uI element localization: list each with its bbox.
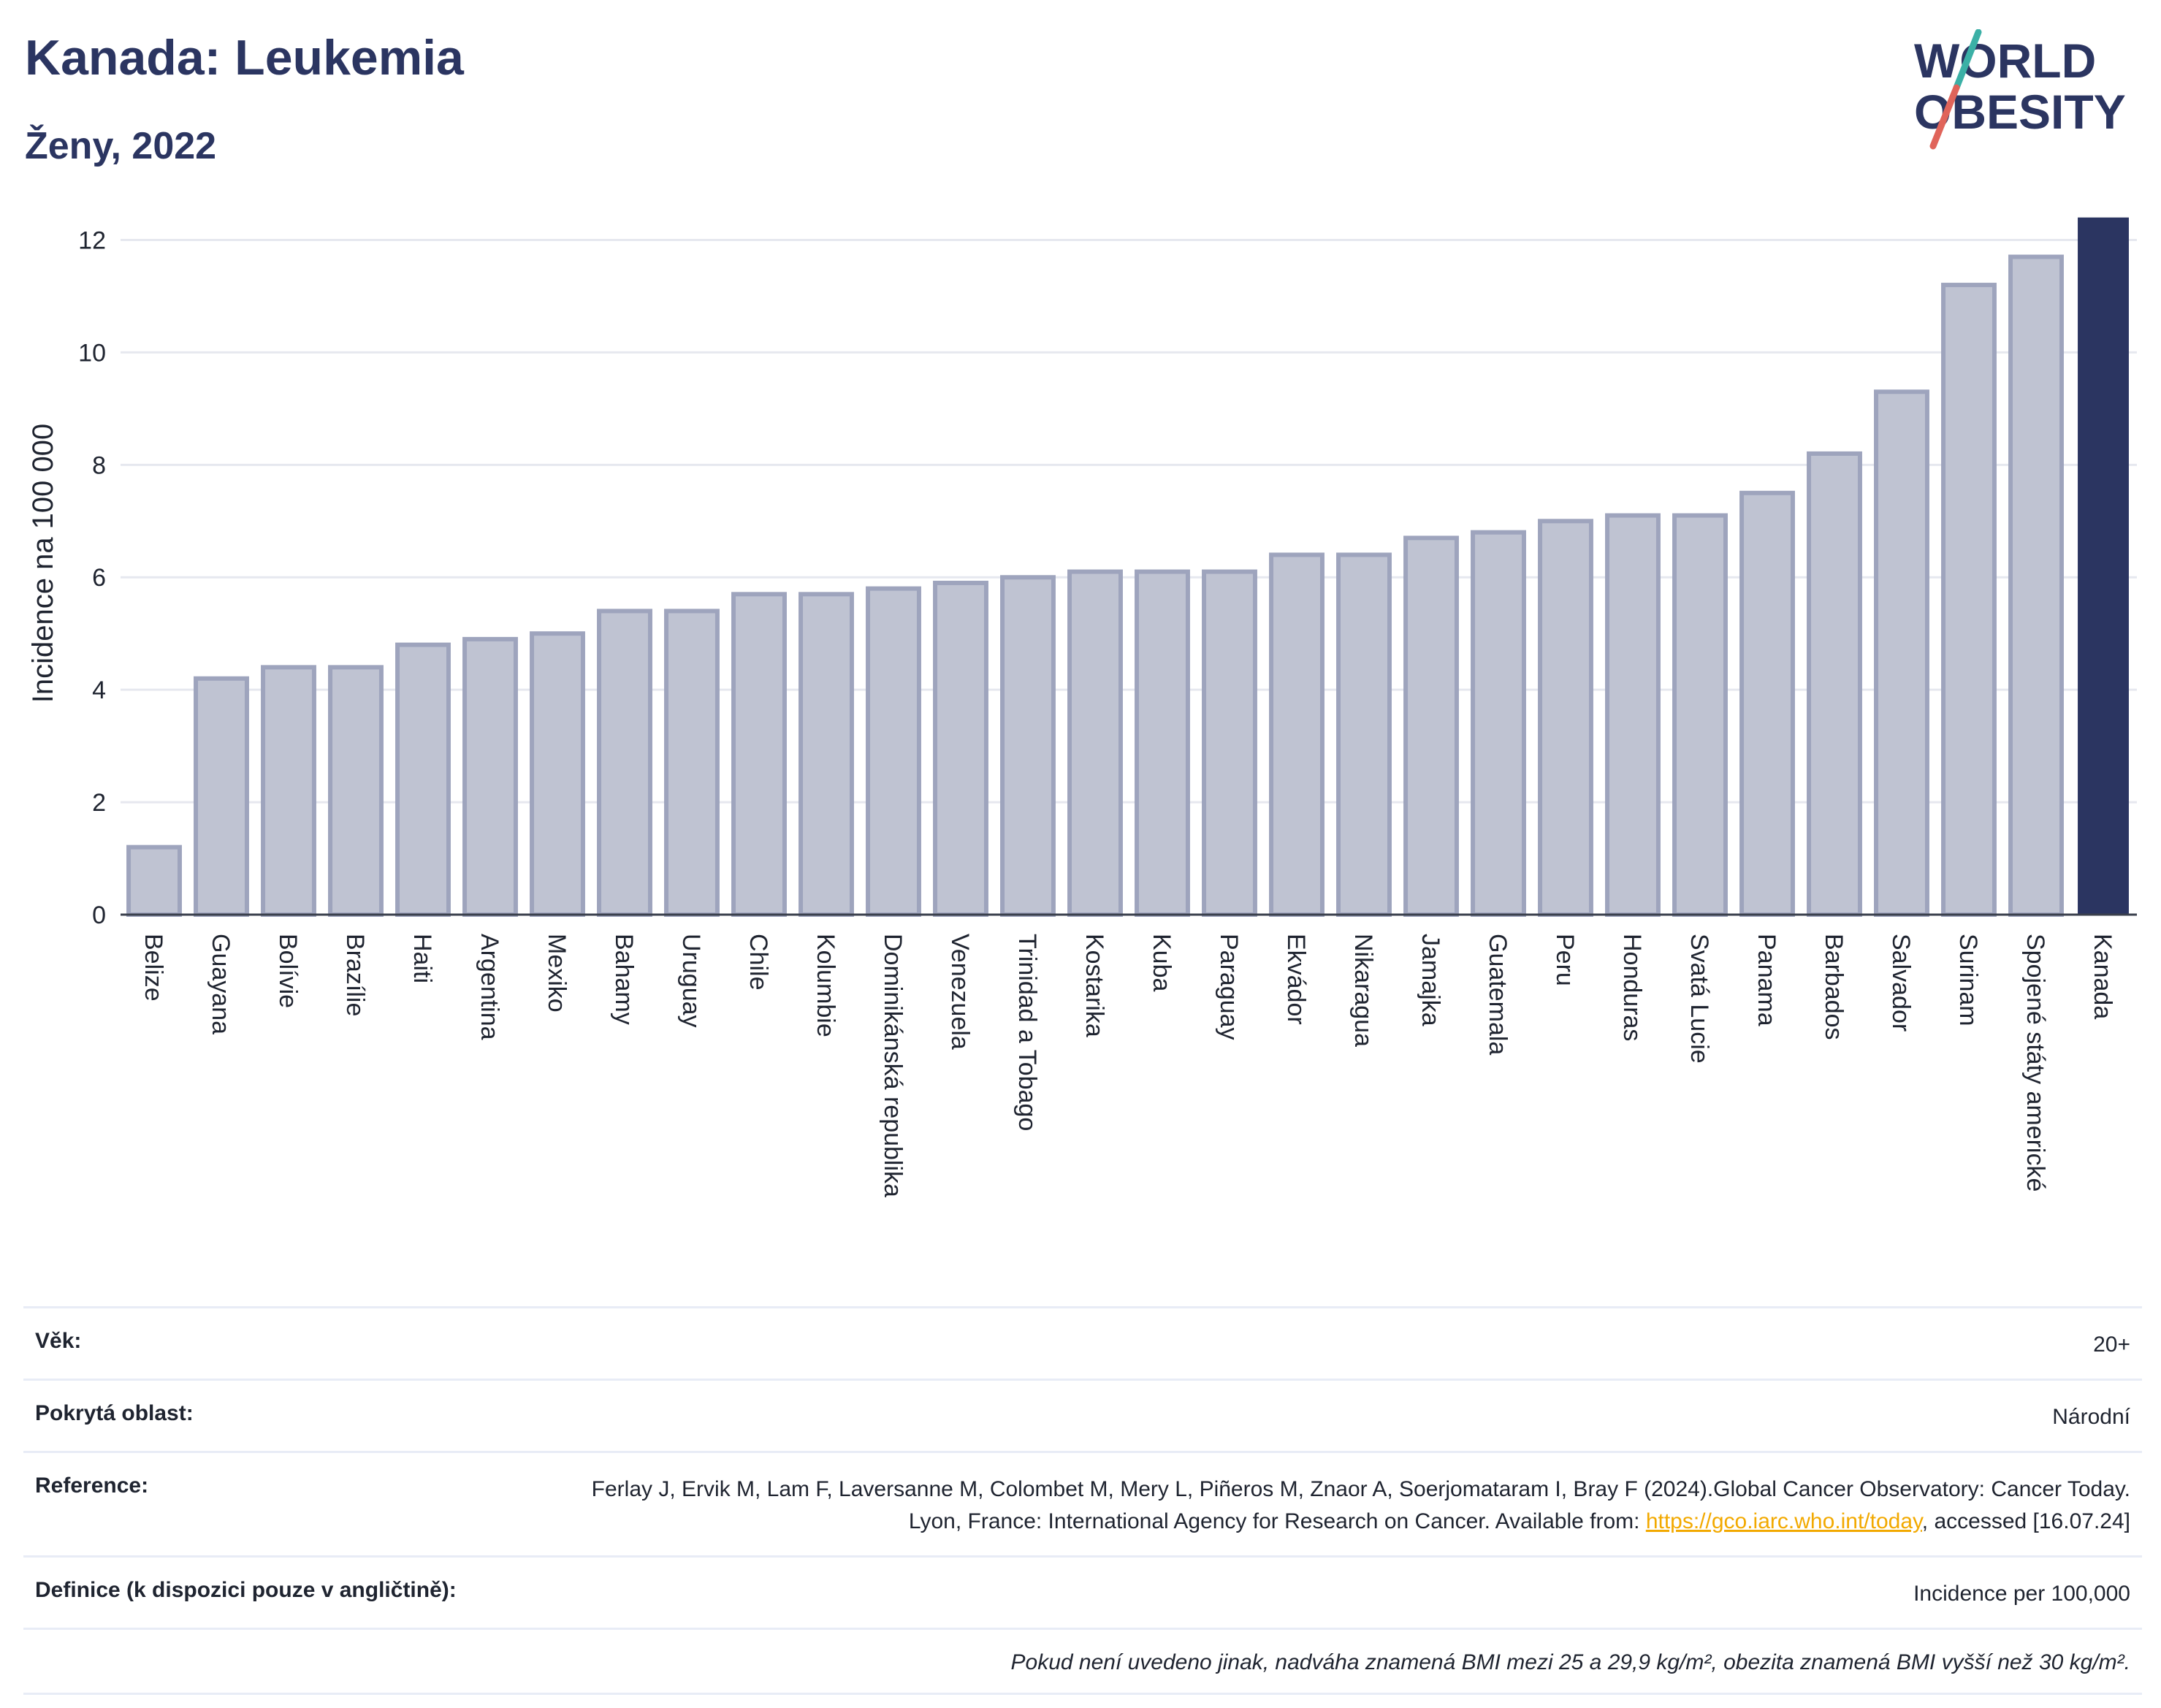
bar (664, 609, 720, 918)
x-tick-label: Guayana (207, 934, 235, 1034)
y-tick-label: 12 (78, 226, 106, 254)
page-title: Kanada: Leukemia (25, 30, 464, 85)
info-row-age: Věk: 20+ (23, 1306, 2142, 1379)
x-tick-label: Kolumbie (812, 934, 839, 1037)
x-tick-label: Spojené státy americké (2021, 934, 2049, 1192)
bmi-note: Pokud není uvedeno jinak, nadváha znamen… (1010, 1650, 2131, 1674)
bar (799, 592, 854, 917)
y-tick-label: 2 (92, 789, 106, 817)
bar (530, 631, 585, 917)
age-label: Věk: (35, 1329, 82, 1353)
x-tick-label: Honduras (1618, 934, 1646, 1041)
x-tick-label: Paraguay (1215, 934, 1243, 1040)
x-tick-label: Bahamy (610, 934, 638, 1025)
bar (1000, 575, 1056, 917)
world-obesity-logo: WORLD OBESITY (1914, 29, 2126, 150)
info-row-note: Pokud není uvedeno jinak, nadváha znamen… (23, 1628, 2142, 1695)
x-tick-label: Mexiko (543, 934, 571, 1013)
x-tick-label: Dominikánská republika (879, 934, 907, 1197)
x-tick-label: Kostarika (1080, 934, 1108, 1037)
definition-label: Definice (k dispozici pouze v angličtině… (35, 1578, 457, 1602)
x-tick-label: Kanada (2089, 934, 2116, 1019)
x-tick-label: Chile (744, 934, 772, 990)
x-tick-label: Nikaragua (1349, 934, 1377, 1047)
bar (1067, 569, 1123, 917)
x-tick-label: Panama (1753, 934, 1780, 1026)
reference-label: Reference: (35, 1473, 149, 1498)
reference-accessed: , accessed [16.07.24] (1921, 1509, 2130, 1533)
y-axis-title: Incidence na 100 000 (27, 424, 59, 704)
bar (1739, 490, 1795, 917)
bar (1269, 552, 1325, 917)
bar (1403, 535, 1459, 917)
x-tick-label: Peru (1551, 934, 1579, 986)
bar (462, 636, 518, 917)
bar (1807, 451, 1862, 917)
area-label: Pokrytá oblast: (35, 1401, 194, 1425)
bar (866, 586, 921, 918)
logo-text-world: WORLD (1914, 34, 2096, 88)
reference-link[interactable]: https://gco.iarc.who.int/today (1645, 1509, 1922, 1533)
bar (1336, 552, 1392, 917)
area-value: Národní (2052, 1405, 2130, 1429)
x-tick-label: Uruguay (677, 934, 705, 1028)
bar (2008, 254, 2064, 917)
bar (597, 609, 652, 918)
x-tick-label: Salvador (1887, 934, 1915, 1032)
page-subtitle: Ženy, 2022 (25, 125, 217, 167)
x-tick-label: Venezuela (946, 934, 974, 1050)
y-tick-label: 4 (92, 676, 106, 704)
info-row-area: Pokrytá oblast: Národní (23, 1379, 2142, 1451)
x-tick-label: Argentina (476, 934, 503, 1040)
x-tick-label: Barbados (1820, 934, 1848, 1040)
info-table: Věk: 20+ Pokrytá oblast: Národní Referen… (23, 1306, 2142, 1695)
bar-chart: 0 2 4 6 8 10 12 Incidence na 100 000 Belize Guaya… (27, 217, 2137, 1197)
x-tick-label: Brazílie (341, 934, 369, 1016)
bar (1135, 569, 1190, 917)
y-tick-label: 6 (92, 564, 106, 592)
x-tick-label: Ekvádor (1282, 934, 1310, 1025)
x-tick-label: Bolívie (274, 934, 302, 1008)
x-tick-label: Svatá Lucie (1685, 934, 1713, 1064)
logo-slash-teal (1953, 29, 1982, 91)
y-tick-label: 8 (92, 451, 106, 479)
x-tick-label: Trinidad a Tobago (1013, 934, 1041, 1131)
definition-value: Incidence per 100,000 (1913, 1582, 2130, 1606)
bar (1471, 530, 1526, 917)
bar (1672, 513, 1728, 917)
bar (1538, 519, 1593, 917)
y-tick-label: 0 (92, 901, 106, 929)
info-row-reference: Reference: Ferlay J, Ervik M, Lam F, Lav… (23, 1451, 2142, 1555)
bar (395, 642, 451, 917)
x-tick-label: Haiti (408, 934, 436, 983)
bar (261, 665, 316, 917)
x-tick-label: Belize (140, 934, 167, 1002)
bar (933, 580, 988, 917)
bar (328, 665, 384, 917)
bar (1202, 569, 1257, 917)
bar (1605, 513, 1661, 917)
reference-value: Ferlay J, Ervik M, Lam F, Laversanne M, … (560, 1473, 2130, 1538)
reference-text: Ferlay J, Ervik M, Lam F, Laversanne M, … (591, 1477, 2130, 1533)
bar (1874, 389, 1929, 917)
bar (2078, 217, 2129, 915)
age-value: 20+ (2093, 1333, 2130, 1357)
y-tick-label: 10 (78, 339, 106, 367)
logo-slash-red (1929, 84, 1960, 150)
x-tick-label: Surinam (1954, 934, 1982, 1026)
bar (194, 676, 249, 917)
bar (126, 845, 182, 917)
info-row-definition: Definice (k dispozici pouze v angličtině… (23, 1555, 2142, 1628)
x-tick-label: Kuba (1148, 934, 1175, 991)
x-tick-label: Guatemala (1484, 934, 1512, 1055)
bar (731, 592, 787, 917)
x-tick-label: Jamajka (1417, 934, 1444, 1026)
bar (1941, 283, 1997, 918)
